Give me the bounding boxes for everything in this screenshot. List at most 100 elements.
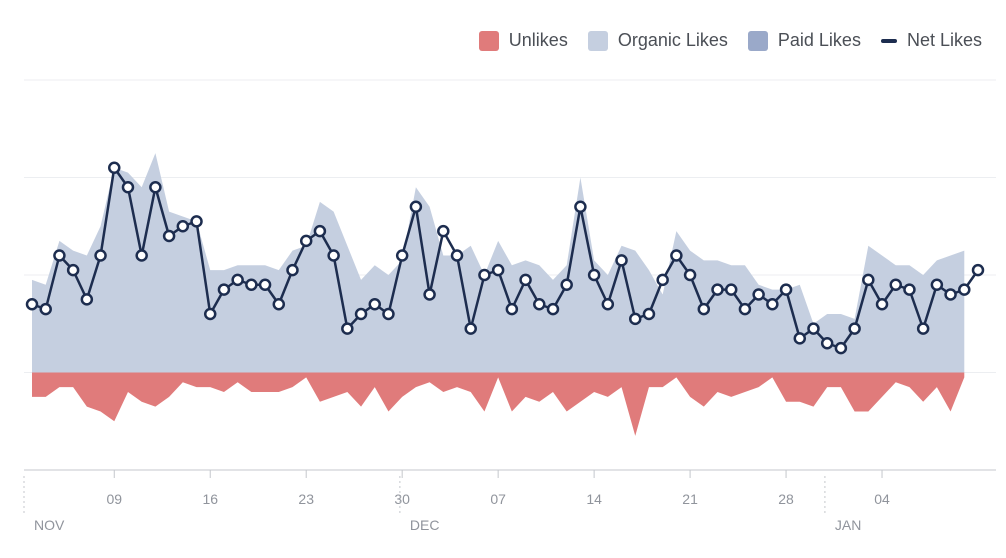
net-likes-point	[807, 322, 820, 335]
legend-swatch-unlikes	[478, 30, 499, 51]
net-likes-point	[711, 283, 724, 296]
month-label: JAN	[835, 517, 861, 533]
net-likes-point	[656, 273, 669, 287]
legend-label-paid-likes: Paid Likes	[777, 30, 861, 50]
net-likes-series	[25, 161, 985, 355]
x-tick-label: 30	[394, 491, 410, 507]
net-likes-point	[519, 273, 532, 287]
net-likes-point	[450, 249, 464, 262]
net-likes-point	[299, 234, 313, 248]
legend-label-net-likes: Net Likes	[906, 30, 982, 50]
net-likes-point	[615, 254, 628, 267]
net-likes-point	[272, 298, 286, 311]
month-label: DEC	[410, 517, 440, 533]
net-likes-point	[80, 293, 94, 306]
net-likes-point	[601, 298, 615, 311]
x-tick-label: 04	[874, 491, 890, 507]
net-likes-point	[683, 268, 697, 282]
net-likes-point	[793, 332, 807, 345]
net-likes-point	[423, 288, 436, 301]
net-likes-point	[53, 249, 66, 262]
net-likes-point	[944, 288, 957, 301]
net-likes-point	[971, 263, 985, 277]
legend-item-paid-likes[interactable]: Paid Likes	[747, 30, 861, 51]
net-likes-point	[66, 263, 80, 277]
net-likes-point	[39, 302, 52, 316]
net-likes-point	[834, 341, 848, 355]
x-tick-label: 16	[202, 491, 218, 507]
net-likes-point	[162, 229, 176, 243]
net-likes-point	[245, 278, 258, 291]
net-likes-point	[354, 307, 368, 321]
month-label: NOV	[34, 517, 65, 533]
net-likes-point	[697, 302, 711, 316]
net-likes-point	[889, 278, 902, 291]
net-likes-point	[903, 283, 916, 296]
net-likes-point	[587, 268, 601, 282]
legend: Unlikes Organic Likes Paid Likes Net Lik…	[478, 30, 982, 51]
net-likes-point	[121, 181, 135, 194]
net-likes-point	[395, 249, 409, 262]
legend-label-organic-likes: Organic Likes	[617, 30, 728, 50]
net-likes-point	[916, 322, 930, 335]
net-likes-point	[258, 278, 272, 291]
net-likes-point	[409, 200, 423, 213]
net-likes-point	[533, 298, 546, 311]
net-likes-point	[779, 283, 793, 296]
net-likes-point	[862, 273, 875, 287]
x-tick-label: 09	[106, 491, 122, 507]
net-likes-point	[752, 288, 765, 301]
legend-item-organic-likes[interactable]: Organic Likes	[587, 30, 728, 51]
legend-item-unlikes[interactable]: Unlikes	[478, 30, 568, 51]
net-likes-point	[670, 249, 683, 262]
net-likes-point	[478, 268, 491, 282]
net-likes-point	[958, 283, 971, 296]
net-likes-point	[217, 283, 231, 296]
net-likes-point	[203, 307, 217, 321]
legend-swatch-organic-likes	[587, 30, 608, 51]
net-likes-point	[25, 298, 39, 311]
x-tick-label: 07	[490, 491, 506, 507]
net-likes-point	[560, 278, 573, 291]
net-likes-point	[875, 298, 889, 311]
organic-likes-area	[32, 153, 965, 373]
net-likes-point	[341, 322, 354, 335]
net-likes-point	[327, 249, 340, 262]
x-tick-label: 23	[298, 491, 314, 507]
net-likes-point	[437, 224, 450, 238]
net-likes-point	[135, 249, 148, 262]
legend-item-net-likes[interactable]: Net Likes	[880, 30, 982, 51]
unlikes-area	[32, 372, 965, 436]
net-likes-point	[286, 263, 299, 277]
net-likes-point	[176, 220, 190, 233]
x-axis: 09 16 23 30 07 14 21 28 04 NOV DEC JAN	[23, 470, 890, 533]
net-likes-point	[108, 161, 121, 174]
net-likes-point	[724, 283, 738, 296]
net-likes-point	[464, 322, 477, 335]
net-likes-point	[382, 307, 395, 321]
net-likes-point	[738, 302, 752, 316]
net-likes-line	[31, 166, 980, 350]
net-likes-point	[231, 273, 244, 287]
legend-swatch-net-likes	[880, 38, 897, 43]
x-tick-label: 28	[778, 491, 794, 507]
net-likes-point	[642, 307, 656, 321]
area-series	[32, 153, 965, 436]
net-likes-point	[368, 298, 382, 311]
net-likes-point	[546, 302, 560, 316]
net-likes-point	[190, 215, 203, 228]
legend-label-unlikes: Unlikes	[508, 30, 568, 50]
x-tick-label: 21	[682, 491, 698, 507]
net-likes-point	[313, 224, 327, 238]
net-likes-point	[574, 200, 587, 213]
net-likes-point	[149, 181, 162, 194]
net-likes-point	[491, 263, 505, 277]
net-likes-point	[820, 337, 834, 350]
net-likes-point	[628, 312, 642, 326]
net-likes-point	[766, 298, 779, 311]
net-likes-point	[505, 302, 519, 316]
legend-swatch-paid-likes	[747, 30, 768, 51]
net-likes-point	[848, 322, 861, 335]
